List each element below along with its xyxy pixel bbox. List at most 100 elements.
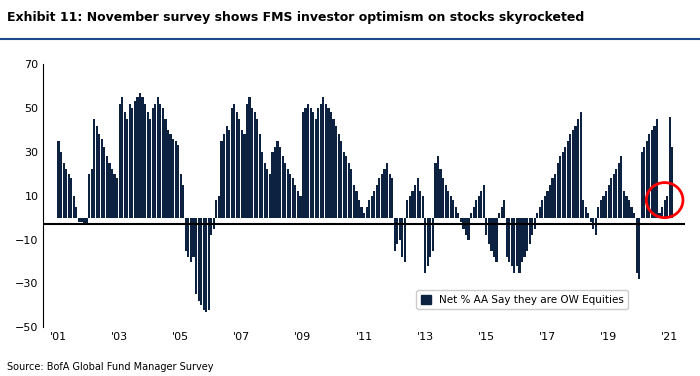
Bar xyxy=(498,213,500,218)
Bar xyxy=(661,207,663,218)
Bar xyxy=(312,112,314,218)
Bar xyxy=(322,97,325,218)
Bar xyxy=(475,200,477,218)
Bar xyxy=(350,170,353,218)
Bar xyxy=(317,108,319,218)
Bar xyxy=(121,97,123,218)
Bar xyxy=(429,218,431,257)
Bar xyxy=(62,163,64,218)
Bar xyxy=(524,218,526,257)
Bar xyxy=(668,117,671,218)
Bar xyxy=(645,141,648,218)
Bar xyxy=(205,218,207,312)
Bar xyxy=(169,134,172,218)
Bar xyxy=(256,119,258,218)
Bar xyxy=(455,207,457,218)
Bar xyxy=(521,218,523,262)
Bar xyxy=(549,185,551,218)
Bar xyxy=(124,112,126,218)
Bar xyxy=(399,218,401,240)
Bar xyxy=(625,196,627,218)
Bar xyxy=(556,163,559,218)
Bar xyxy=(615,170,617,218)
Bar xyxy=(513,218,515,273)
Bar xyxy=(281,156,284,218)
Bar xyxy=(617,163,620,218)
Bar xyxy=(666,196,668,218)
Bar xyxy=(274,147,276,218)
Bar xyxy=(437,156,439,218)
Bar xyxy=(620,156,622,218)
Bar xyxy=(78,218,80,222)
Bar xyxy=(605,191,607,218)
Text: Source: BofA Global Fund Manager Survey: Source: BofA Global Fund Manager Survey xyxy=(7,362,214,372)
Bar xyxy=(378,178,381,218)
Bar xyxy=(177,145,179,218)
Bar xyxy=(434,163,437,218)
Bar xyxy=(93,119,95,218)
Bar xyxy=(266,170,268,218)
Bar xyxy=(536,213,538,218)
Bar xyxy=(503,200,505,218)
Bar xyxy=(628,200,630,218)
Bar xyxy=(330,112,332,218)
Bar xyxy=(653,126,655,218)
Bar xyxy=(116,178,118,218)
Bar xyxy=(185,218,187,250)
Bar xyxy=(567,141,569,218)
Bar xyxy=(244,134,246,218)
Bar xyxy=(279,147,281,218)
Bar xyxy=(253,112,256,218)
Bar xyxy=(200,218,202,305)
Bar xyxy=(218,196,220,218)
Bar xyxy=(328,108,330,218)
Bar xyxy=(106,156,108,218)
Bar xyxy=(444,185,447,218)
Bar xyxy=(409,196,411,218)
Bar xyxy=(160,104,162,218)
Bar xyxy=(233,104,235,218)
Bar xyxy=(193,218,195,257)
Bar xyxy=(404,218,406,262)
Bar xyxy=(129,104,131,218)
Bar xyxy=(610,178,612,218)
Bar xyxy=(70,178,72,218)
Bar xyxy=(376,185,378,218)
Bar xyxy=(325,104,327,218)
Bar xyxy=(664,200,666,218)
Bar xyxy=(496,218,498,262)
Bar xyxy=(220,141,223,218)
Bar xyxy=(511,218,513,266)
Bar xyxy=(345,156,347,218)
Bar xyxy=(332,119,335,218)
Bar xyxy=(108,163,111,218)
Bar xyxy=(286,170,289,218)
Bar xyxy=(335,126,337,218)
Bar xyxy=(519,218,521,273)
Bar xyxy=(152,108,154,218)
Bar xyxy=(197,218,199,301)
Bar xyxy=(640,152,643,218)
Bar xyxy=(651,130,653,218)
Bar xyxy=(289,174,291,218)
Bar xyxy=(391,178,393,218)
Bar xyxy=(154,104,156,218)
Bar xyxy=(373,191,375,218)
Bar xyxy=(149,119,151,218)
Bar xyxy=(174,141,176,218)
Bar xyxy=(633,213,635,218)
Bar xyxy=(302,112,304,218)
Bar xyxy=(248,97,251,218)
Bar xyxy=(460,218,462,222)
Bar xyxy=(223,134,225,218)
Bar xyxy=(470,213,473,218)
Bar xyxy=(659,213,661,218)
Bar xyxy=(483,185,485,218)
Bar xyxy=(427,218,429,266)
Bar xyxy=(552,178,554,218)
Bar xyxy=(648,134,650,218)
Bar xyxy=(547,191,549,218)
Bar xyxy=(90,170,92,218)
Bar xyxy=(144,104,146,218)
Bar xyxy=(236,112,238,218)
